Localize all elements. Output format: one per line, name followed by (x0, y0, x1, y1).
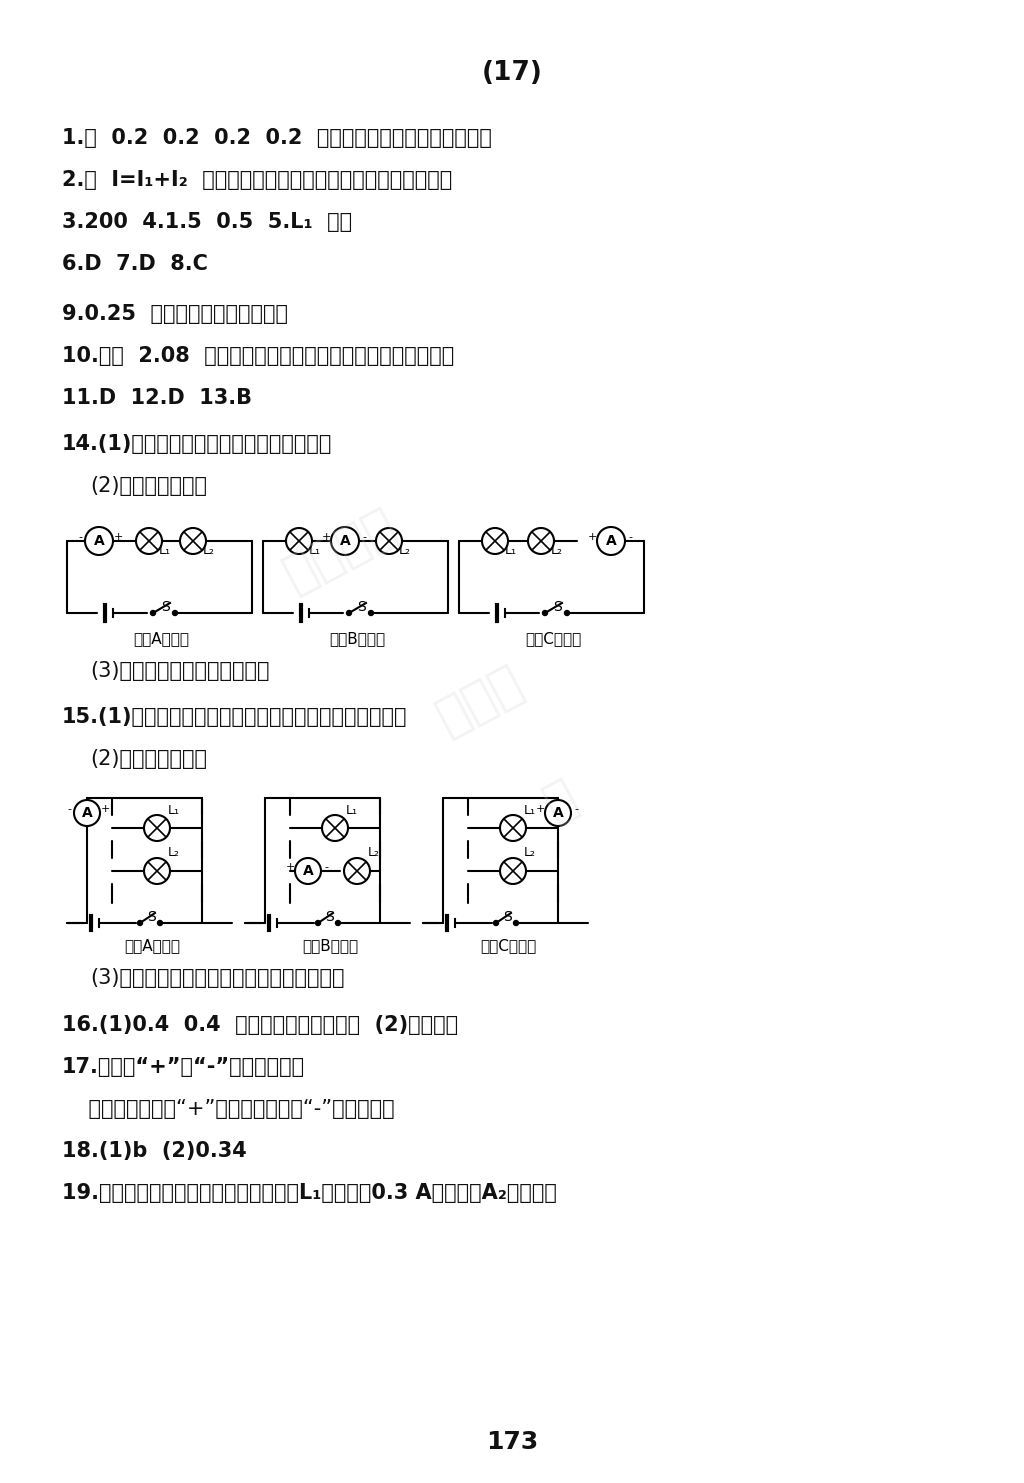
Text: -: - (362, 532, 366, 541)
Circle shape (74, 799, 100, 826)
Text: L₁: L₁ (159, 544, 171, 558)
Text: 测量A点电流: 测量A点电流 (124, 939, 180, 954)
Text: A: A (340, 534, 350, 549)
Circle shape (346, 611, 351, 615)
Circle shape (597, 526, 625, 555)
Circle shape (500, 859, 526, 884)
Text: L₂: L₂ (368, 847, 380, 860)
Text: 测量B点电流: 测量B点电流 (302, 939, 358, 954)
Circle shape (144, 859, 170, 884)
Text: -: - (78, 532, 82, 541)
Text: +: + (286, 862, 295, 872)
Text: 14.(1)猜想：串联电路中各点的电流相等。: 14.(1)猜想：串联电路中各点的电流相等。 (62, 435, 333, 454)
Text: 9.0.25  串联电路中各处电流相等: 9.0.25 串联电路中各处电流相等 (62, 304, 288, 323)
Text: +: + (100, 804, 110, 814)
Circle shape (494, 921, 499, 925)
Circle shape (136, 528, 162, 555)
Text: 测量B点电流: 测量B点电流 (329, 630, 385, 647)
Text: A: A (605, 534, 616, 549)
Text: 3.200  4.1.5  0.5  5.L₁  断路: 3.200 4.1.5 0.5 5.L₁ 断路 (62, 212, 352, 231)
Text: -: - (67, 804, 71, 814)
Text: 我的学业: 我的学业 (275, 501, 404, 599)
Circle shape (158, 921, 163, 925)
Text: S: S (326, 911, 335, 924)
Circle shape (315, 921, 321, 925)
Text: -: - (324, 862, 328, 872)
Text: 测量C点电流: 测量C点电流 (525, 630, 582, 647)
Circle shape (545, 799, 571, 826)
Circle shape (151, 611, 156, 615)
Text: 10.可以  2.08  并联电路中，干路中电流等于各支路电流之和: 10.可以 2.08 并联电路中，干路中电流等于各支路电流之和 (62, 346, 455, 366)
Text: 19.串联电路中电流处处相等，所以通过L₁的电流是0.3 A，电流表A₂的示数是: 19.串联电路中电流处处相等，所以通过L₁的电流是0.3 A，电流表A₂的示数是 (62, 1183, 557, 1203)
Text: +: + (322, 532, 331, 541)
Circle shape (500, 816, 526, 841)
Circle shape (286, 528, 312, 555)
Text: S: S (504, 911, 512, 924)
Text: A: A (93, 534, 104, 549)
Text: (3)并联电路中干路电流等于各支路电流之和: (3)并联电路中干路电流等于各支路电流之和 (90, 968, 344, 988)
Circle shape (137, 921, 142, 925)
Text: +: + (114, 532, 123, 541)
Text: 17.电流表“+”、“-”接线柱接反了: 17.电流表“+”、“-”接线柱接反了 (62, 1057, 305, 1077)
Text: 18.(1)b  (2)0.34: 18.(1)b (2)0.34 (62, 1140, 247, 1161)
Circle shape (322, 816, 348, 841)
Text: L₁: L₁ (309, 544, 321, 558)
Circle shape (376, 528, 402, 555)
Text: (3)串联电路中各点的电流相等: (3)串联电路中各点的电流相等 (90, 661, 269, 681)
Text: S: S (357, 601, 367, 614)
Text: L₂: L₂ (551, 544, 563, 558)
Text: S: S (554, 601, 562, 614)
Text: +: + (536, 804, 545, 814)
Text: (2)答图如图所示：: (2)答图如图所示： (90, 476, 207, 495)
Circle shape (172, 611, 177, 615)
Text: L₁: L₁ (346, 804, 358, 817)
Text: 173: 173 (485, 1430, 539, 1453)
Text: 成绩册: 成绩册 (429, 657, 531, 743)
Text: L₁: L₁ (168, 804, 180, 817)
Text: 测量A点电流: 测量A点电流 (133, 630, 189, 647)
Circle shape (528, 528, 554, 555)
Circle shape (369, 611, 374, 615)
Text: 1.串  0.2  0.2  0.2  0.2  在串联电路中各处的电流都相等: 1.串 0.2 0.2 0.2 0.2 在串联电路中各处的电流都相等 (62, 128, 492, 148)
Text: -: - (574, 804, 578, 814)
Text: (17): (17) (481, 59, 543, 86)
Text: A: A (303, 865, 313, 878)
Text: 15.(1)猜想：并联电路中干路电流等于各支路电流之和。: 15.(1)猜想：并联电路中干路电流等于各支路电流之和。 (62, 707, 408, 727)
Text: 6.D  7.D  8.C: 6.D 7.D 8.C (62, 254, 208, 274)
Circle shape (513, 921, 518, 925)
Text: 业: 业 (536, 771, 585, 828)
Circle shape (344, 859, 370, 884)
Circle shape (295, 859, 321, 884)
Circle shape (543, 611, 548, 615)
Text: -: - (628, 532, 632, 541)
Text: L₂: L₂ (168, 847, 180, 860)
Text: +: + (588, 532, 597, 541)
Text: 16.(1)0.4  0.4  串联电路电流处处相等  (2)量程不同: 16.(1)0.4 0.4 串联电路电流处处相等 (2)量程不同 (62, 1014, 458, 1035)
Text: L₂: L₂ (203, 544, 215, 558)
Text: A: A (82, 805, 92, 820)
Circle shape (564, 611, 569, 615)
Circle shape (144, 816, 170, 841)
Text: L₂: L₂ (399, 544, 411, 558)
Text: A: A (553, 805, 563, 820)
Text: L₂: L₂ (524, 847, 536, 860)
Text: 测量C点电流: 测量C点电流 (480, 939, 537, 954)
Circle shape (482, 528, 508, 555)
Text: 2.并  I=I₁+I₂  在并联电路中，干路电流等于各支路电流之和: 2.并 I=I₁+I₂ 在并联电路中，干路电流等于各支路电流之和 (62, 171, 453, 190)
Text: S: S (162, 601, 170, 614)
Circle shape (180, 528, 206, 555)
Text: L₁: L₁ (505, 544, 517, 558)
Text: 使电流从电流表“+”接线柱流入，从“-”接线柱流出: 使电流从电流表“+”接线柱流入，从“-”接线柱流出 (62, 1099, 394, 1120)
Circle shape (331, 526, 359, 555)
Text: 11.D  12.D  13.B: 11.D 12.D 13.B (62, 389, 252, 408)
Text: L₁: L₁ (524, 804, 536, 817)
Circle shape (85, 526, 113, 555)
Text: (2)答图如图所示：: (2)答图如图所示： (90, 749, 207, 770)
Text: S: S (147, 911, 157, 924)
Circle shape (336, 921, 341, 925)
